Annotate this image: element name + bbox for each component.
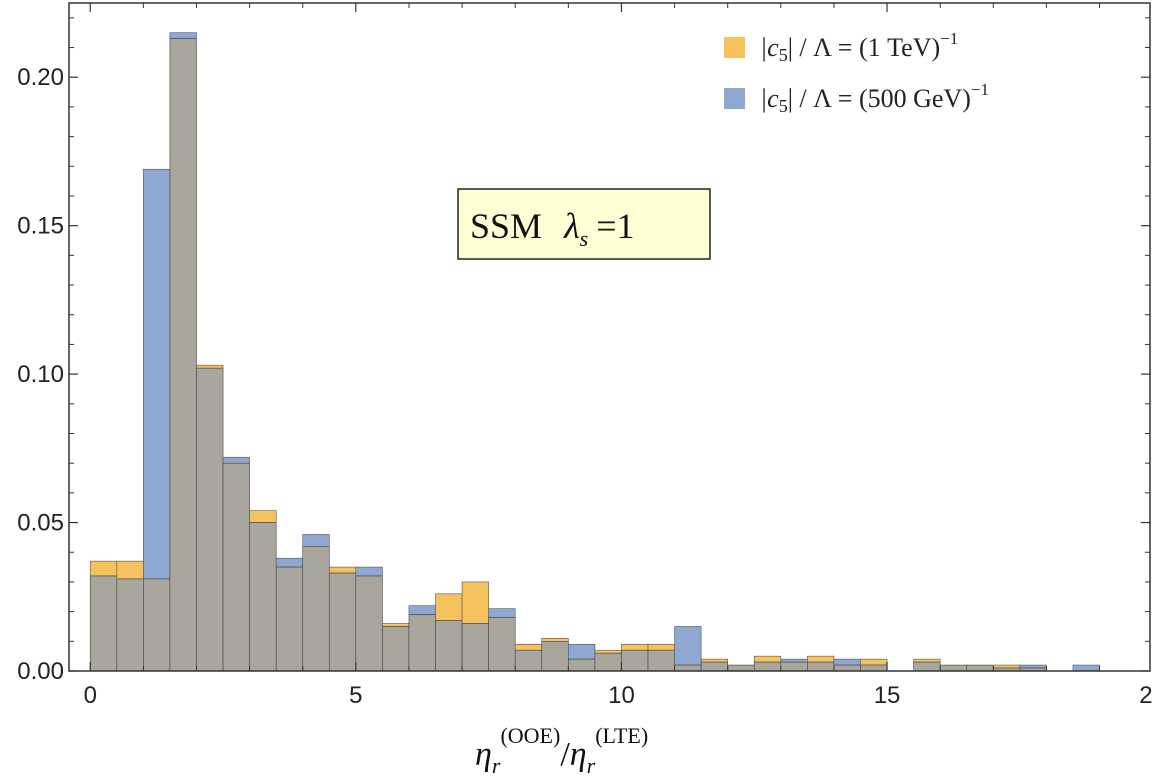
- bar-overlap: [435, 620, 463, 672]
- bar-excess: [647, 643, 675, 651]
- bar-excess: [249, 510, 277, 523]
- axes-group: 0.00 0.05 0.10 0.15 0.20 0 5 10 15 20: [17, 3, 1152, 709]
- bar-overlap: [647, 649, 675, 672]
- bar-excess: [780, 658, 808, 663]
- bar-overlap: [461, 623, 489, 672]
- x-tick-label: 10: [608, 682, 635, 709]
- bars-group: [89, 32, 1100, 672]
- x-tick-label: 0: [84, 682, 97, 709]
- plot-frame: [68, 2, 1151, 672]
- bar-overlap: [594, 652, 622, 672]
- bar-overlap: [355, 575, 383, 672]
- bar-excess: [753, 655, 782, 663]
- bar-overlap: [860, 664, 888, 672]
- bar-overlap: [514, 649, 543, 672]
- bar-excess: [89, 560, 118, 577]
- bar-overlap: [488, 617, 516, 672]
- bar-overlap: [169, 38, 197, 672]
- bar-excess: [408, 605, 436, 615]
- annotation-box: SSM λs =1: [457, 188, 711, 260]
- bar-excess: [833, 658, 861, 666]
- bar-overlap: [753, 661, 782, 672]
- annotation-background: [457, 188, 711, 260]
- bar-excess: [992, 664, 1021, 669]
- bar-excess: [1019, 664, 1047, 669]
- y-tick-label: 0.20: [17, 64, 64, 91]
- x-tick-label: 15: [874, 682, 901, 709]
- bar-overlap: [382, 626, 410, 672]
- bar-excess: [860, 658, 888, 666]
- bar-excess: [807, 655, 835, 663]
- bar-excess: [674, 626, 702, 666]
- legend-swatch-500gev: [724, 88, 745, 109]
- bar-overlap: [196, 367, 224, 672]
- bar-excess: [700, 658, 728, 663]
- annotation-text: SSM λs =1: [470, 206, 635, 251]
- bar-excess: [302, 534, 330, 547]
- bar-overlap: [621, 649, 649, 672]
- bar-overlap: [913, 661, 941, 672]
- bar-overlap: [700, 661, 728, 672]
- bar-excess: [913, 658, 941, 663]
- bar-overlap: [408, 614, 436, 672]
- bar-overlap: [328, 572, 357, 672]
- bar-excess: [435, 593, 463, 621]
- bar-overlap: [727, 664, 755, 672]
- bar-excess: [594, 649, 622, 654]
- x-tick-label: 20: [1139, 682, 1152, 709]
- legend: |c5| / Λ = (1 TeV)−1 |c5| / Λ = (500 GeV…: [724, 29, 989, 116]
- x-axis-label: ηr(OOE)/ηr(LTE): [475, 723, 648, 778]
- bar-excess: [116, 560, 144, 580]
- bar-overlap: [568, 658, 596, 672]
- y-tick-label: 0.15: [17, 213, 64, 240]
- bar-overlap: [302, 546, 330, 672]
- bar-excess: [196, 364, 224, 369]
- bar-excess: [514, 643, 543, 651]
- bar-excess: [143, 168, 171, 580]
- bar-excess: [169, 32, 197, 39]
- y-tick-label: 0.00: [17, 658, 64, 685]
- bar-excess: [355, 566, 383, 577]
- bar-excess: [275, 557, 304, 568]
- bar-excess: [222, 456, 250, 464]
- bar-overlap: [89, 575, 118, 672]
- bar-overlap: [780, 661, 808, 672]
- bar-excess: [488, 608, 516, 618]
- bar-excess: [568, 643, 596, 660]
- bar-overlap: [939, 664, 968, 672]
- bar-excess: [382, 623, 410, 627]
- bar-overlap: [222, 462, 250, 672]
- bar-excess: [461, 581, 489, 624]
- bar-overlap: [674, 664, 702, 672]
- bar-overlap: [275, 566, 304, 672]
- y-tick-label: 0.10: [17, 361, 64, 388]
- bar-overlap: [249, 522, 277, 672]
- bar-overlap: [143, 578, 171, 672]
- bar-excess: [541, 638, 569, 642]
- legend-label-1tev: |c5| / Λ = (1 TeV)−1: [760, 29, 958, 65]
- bar-overlap: [116, 578, 144, 672]
- bar-excess: [1072, 664, 1100, 672]
- bar-overlap: [833, 664, 861, 672]
- x-tick-label: 5: [349, 682, 362, 709]
- bar-overlap: [541, 641, 569, 672]
- bar-overlap: [807, 661, 835, 672]
- bar-overlap: [966, 664, 994, 672]
- bar-excess: [621, 643, 649, 651]
- y-tick-label: 0.05: [17, 510, 64, 537]
- legend-swatch-1tev: [724, 37, 745, 58]
- legend-label-500gev: |c5| / Λ = (500 GeV)−1: [760, 80, 989, 116]
- bar-excess: [328, 566, 357, 574]
